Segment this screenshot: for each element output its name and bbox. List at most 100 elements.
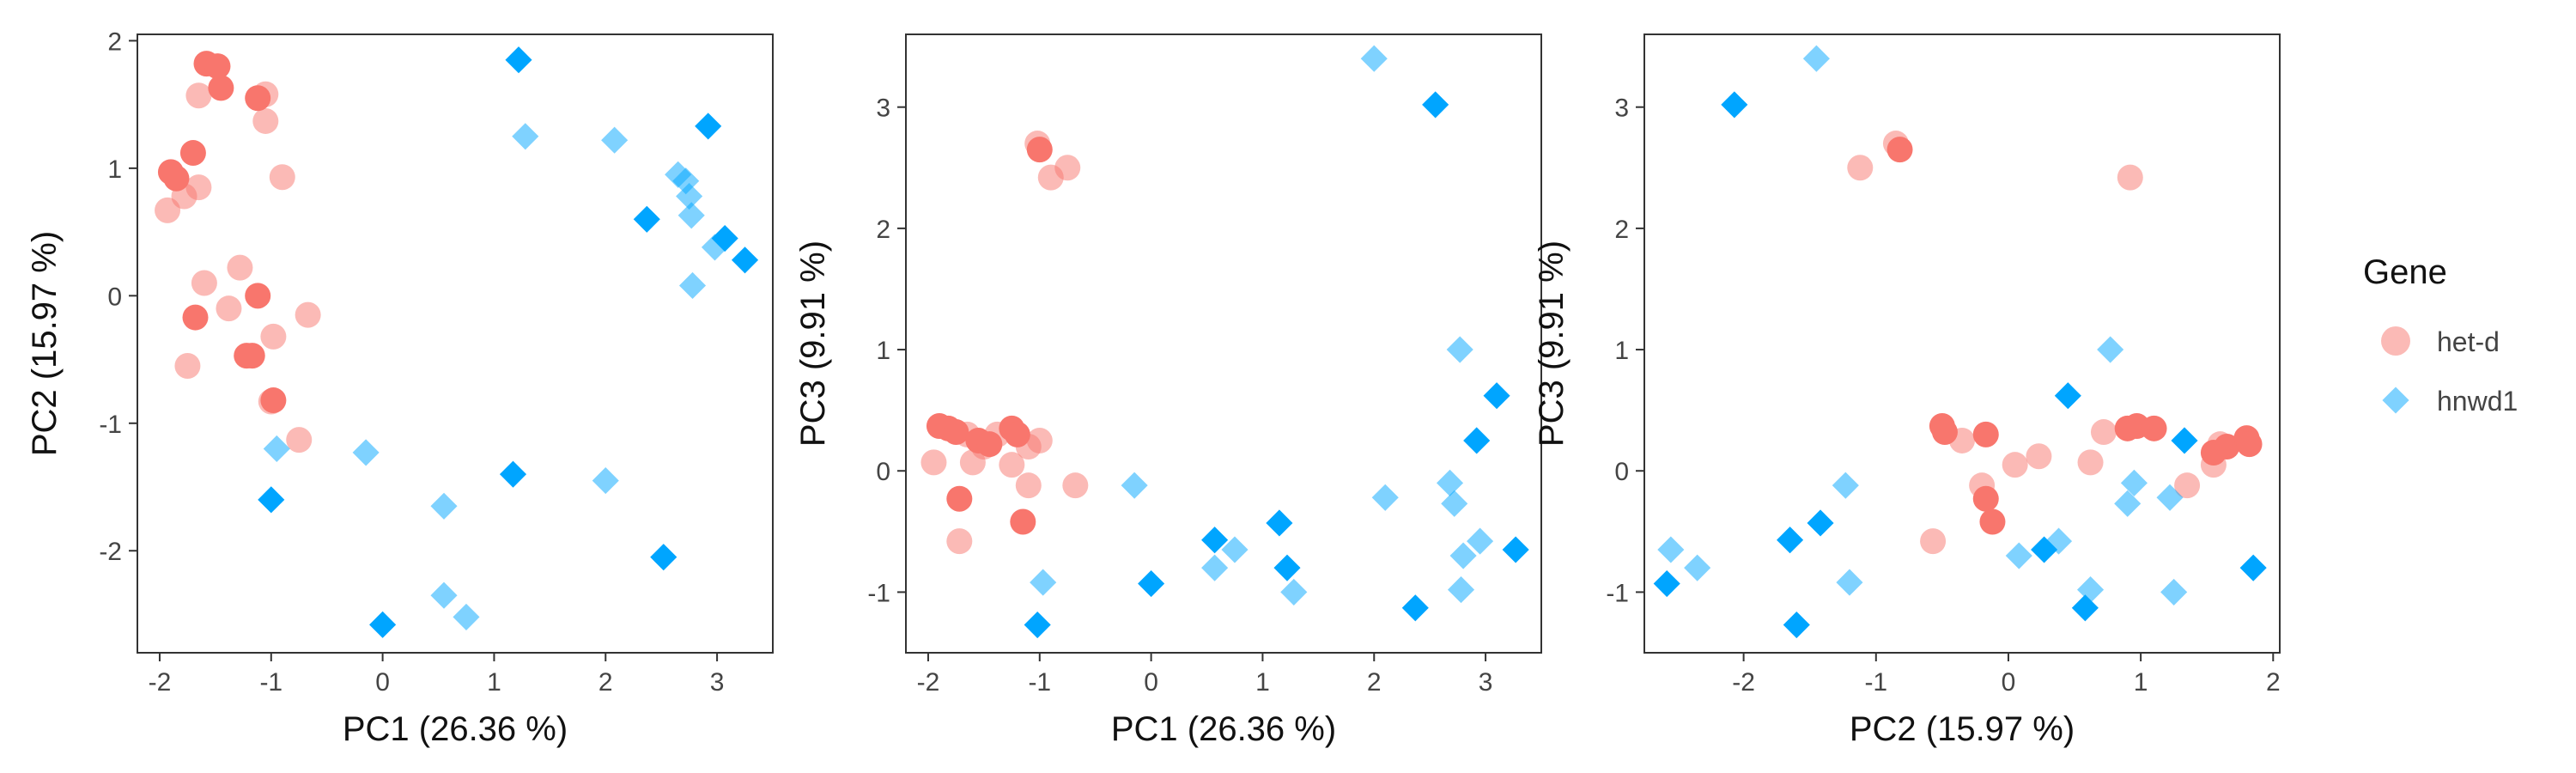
point-het-d [179, 140, 206, 167]
point-hnwd1 [1446, 336, 1473, 363]
y-tick-label: -1 [1606, 579, 1629, 607]
legend-key-hnwd1 [2382, 386, 2409, 414]
plot-frame [137, 33, 774, 654]
plot-frame [1643, 33, 2281, 654]
point-hnwd1 [1836, 569, 1863, 596]
x-tick-label: -1 [1028, 668, 1051, 697]
point-het-d [946, 485, 973, 512]
point-hnwd1 [731, 247, 759, 274]
point-hnwd1 [592, 467, 619, 495]
point-hnwd1 [2239, 554, 2267, 581]
point-het-d [185, 82, 212, 109]
point-het-d [1004, 421, 1030, 447]
point-hnwd1 [1783, 611, 1810, 639]
legend-label-hnwd1: hnwd1 [2437, 386, 2518, 417]
point-het-d [227, 254, 253, 281]
point-hnwd1 [1371, 484, 1399, 511]
point-hnwd1 [1684, 554, 1711, 581]
panel-1: -2 -1 0 1 2 3 -2 -1 0 1 2 PC1 (26.36 %) PC2 (15.97 %… [26, 27, 774, 748]
point-hnwd1 [1447, 576, 1475, 604]
point-het-d [1010, 508, 1036, 535]
point-het-d [1037, 164, 1064, 191]
legend-title: Gene [2363, 253, 2447, 291]
point-het-d [185, 174, 212, 201]
point-hnwd1 [1030, 569, 1057, 596]
x-tick-label: 2 [598, 668, 613, 697]
point-hnwd1 [512, 123, 539, 150]
x-tick-label: 1 [1255, 668, 1270, 697]
point-het-d [1920, 528, 1947, 555]
point-hnwd1 [1807, 509, 1834, 537]
y-tick-label: 1 [1614, 337, 1629, 365]
point-hnwd1 [2054, 382, 2081, 410]
point-het-d [2236, 431, 2263, 458]
point-hnwd1 [1360, 45, 1388, 72]
x-tick-label: -2 [149, 668, 172, 697]
point-het-d [943, 419, 969, 446]
point-het-d [260, 387, 287, 414]
x-tick-label: 2 [1367, 668, 1382, 697]
x-tick-label: -1 [1864, 668, 1887, 697]
point-het-d [1026, 137, 1053, 163]
point-hnwd1 [633, 205, 660, 233]
point-hnwd1 [263, 435, 290, 463]
y-tick-label: 0 [1614, 458, 1629, 486]
x-tick-label: 1 [2134, 668, 2148, 697]
point-hnwd1 [2171, 427, 2198, 454]
point-hnwd1 [2114, 490, 2142, 517]
y-axis-title: PC3 (9.91 %) [794, 240, 832, 447]
x-tick-label: 2 [2266, 668, 2281, 697]
y-tick-label: 1 [107, 155, 122, 184]
y-tick-label: 2 [1614, 216, 1629, 244]
y-tick-label: -1 [99, 411, 122, 439]
point-het-d [260, 323, 287, 350]
point-hnwd1 [678, 271, 707, 300]
x-tick-label: 3 [710, 668, 725, 697]
y-tick-label: 0 [876, 458, 890, 486]
x-tick-label: -2 [1732, 668, 1755, 697]
point-hnwd1 [2156, 484, 2184, 511]
point-het-d [1931, 419, 1958, 446]
point-hnwd1 [650, 544, 677, 571]
point-hnwd1 [1657, 536, 1685, 563]
y-tick-label: 1 [876, 337, 890, 365]
x-axis-title: PC1 (26.36 %) [1111, 710, 1336, 748]
y-tick-label: 2 [107, 27, 122, 56]
point-hnwd1 [2097, 336, 2124, 363]
point-het-d [269, 164, 295, 191]
point-hnwd1 [1721, 91, 1748, 119]
point-het-d [946, 528, 973, 555]
point-het-d [2090, 419, 2117, 446]
legend-key-het-d [2381, 326, 2410, 356]
point-het-d [1979, 508, 2006, 535]
point-hnwd1 [1138, 569, 1165, 598]
point-hnwd1 [1483, 382, 1510, 410]
point-hnwd1 [1201, 554, 1229, 581]
point-het-d [163, 165, 190, 192]
point-het-d [2077, 449, 2104, 476]
point-het-d [286, 427, 313, 453]
point-hnwd1 [1266, 509, 1293, 537]
panel-3: -2 -1 0 1 2 -1 0 1 2 3 PC2 (15.97 %) PC3 (9.91 %) [1533, 33, 2281, 748]
point-het-d [999, 452, 1025, 478]
point-hnwd1 [1024, 611, 1051, 639]
y-axis-title: PC3 (9.91 %) [1533, 240, 1571, 447]
point-het-d [245, 283, 271, 309]
x-tick-label: 0 [2002, 668, 2016, 697]
x-axis-title: PC1 (26.36 %) [343, 710, 568, 748]
point-hnwd1 [369, 611, 397, 638]
point-hnwd1 [2005, 542, 2032, 569]
point-hnwd1 [1401, 594, 1429, 622]
point-het-d [208, 75, 234, 101]
point-het-d [174, 352, 201, 379]
point-het-d [216, 295, 242, 322]
panel-2: -2 -1 0 1 2 3 -1 0 1 2 3 PC1 (26.36 %) PC3 (9.91 %) [794, 33, 1542, 748]
point-het-d [1972, 485, 1999, 512]
point-het-d [1062, 472, 1089, 499]
point-hnwd1 [2031, 536, 2058, 563]
point-hnwd1 [2071, 594, 2099, 622]
legend-label-het-d: het-d [2437, 326, 2500, 357]
point-het-d [239, 343, 265, 369]
point-het-d [2002, 452, 2028, 478]
